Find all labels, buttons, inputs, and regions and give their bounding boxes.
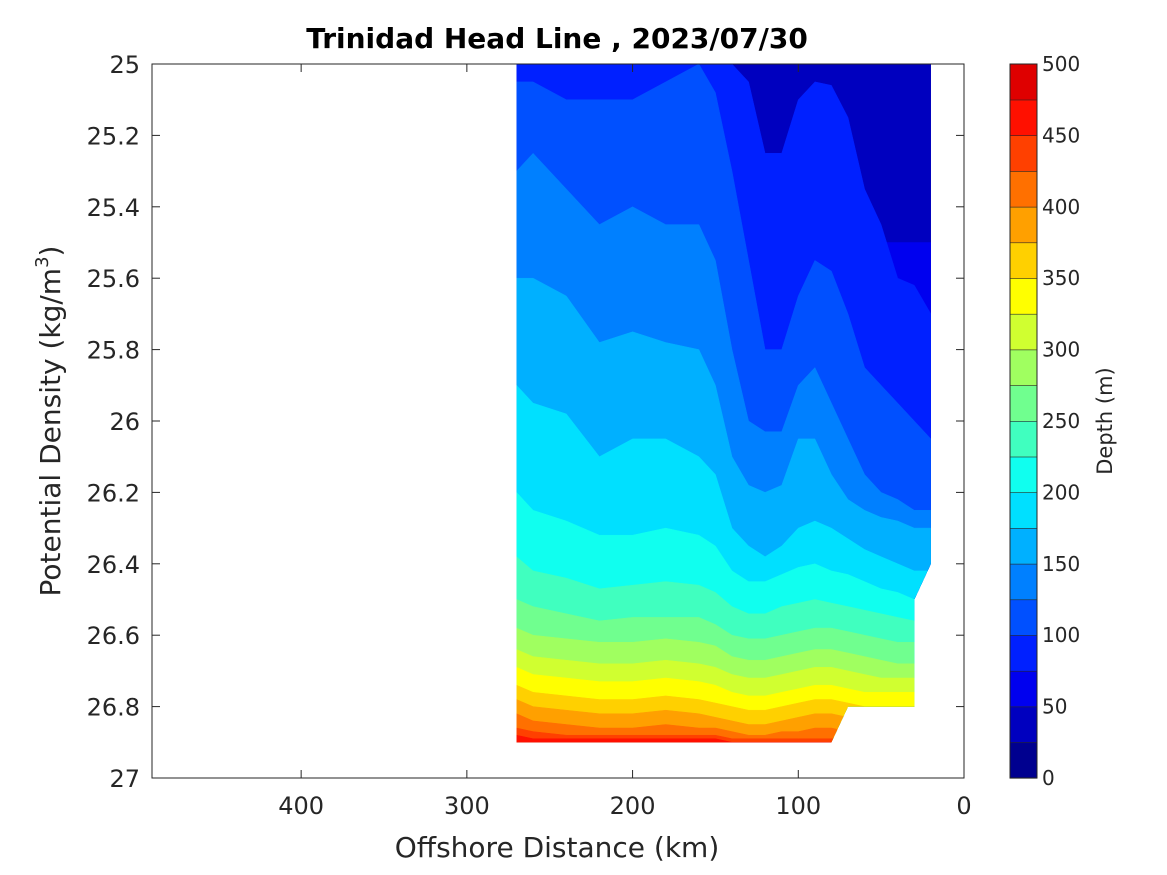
colorbar-tick-label: 400 xyxy=(1042,195,1080,219)
colorbar-tick-label: 450 xyxy=(1042,123,1080,147)
colorbar-tick-label: 300 xyxy=(1042,338,1080,362)
y-tick-label: 26.6 xyxy=(87,622,140,650)
y-axis-ticks: 25 25.2 25.4 25.6 25.8 26 26.2 26.4 26.6 26.8 27 xyxy=(87,51,964,793)
colorbar-frame xyxy=(1009,63,1038,779)
colorbar-swatch xyxy=(1009,492,1038,529)
colorbar-swatch xyxy=(1009,313,1038,351)
y-tick-label: 25.6 xyxy=(87,265,140,293)
y-tick-label: 27 xyxy=(109,765,140,793)
colorbar-tick-label: 250 xyxy=(1042,409,1080,433)
colorbar xyxy=(1009,63,1038,779)
y-tick-label: 25 xyxy=(109,51,140,79)
colorbar-swatch xyxy=(1009,99,1038,136)
colorbar-swatch xyxy=(1009,634,1038,672)
colorbar-tick-label: 0 xyxy=(1042,766,1055,790)
y-axis-label-text: Potential Density (kg/m xyxy=(34,268,67,597)
x-tick-label: 0 xyxy=(956,792,971,820)
colorbar-swatch xyxy=(1009,135,1038,172)
colorbar-swatch xyxy=(1009,170,1038,208)
y-tick-label: 25.8 xyxy=(87,337,140,365)
colorbar-tick-label: 500 xyxy=(1042,52,1080,76)
x-tick-label: 400 xyxy=(278,792,324,820)
colorbar-swatch xyxy=(1009,277,1038,315)
x-axis-label: Offshore Distance (km) xyxy=(395,831,720,864)
y-tick-label: 26.8 xyxy=(87,694,140,722)
x-tick-label: 100 xyxy=(775,792,821,820)
colorbar-swatch xyxy=(1009,349,1038,386)
colorbar-swatch xyxy=(1009,420,1038,458)
contour-band xyxy=(516,734,931,743)
colorbar-ticks: 0 50 100 150 200 250 300 350 400 450 500 xyxy=(1042,52,1080,790)
y-axis-label-superscript: 3 xyxy=(32,256,53,267)
colorbar-tick-label: 50 xyxy=(1042,695,1067,719)
colorbar-swatch xyxy=(1009,670,1038,708)
y-tick-label: 26 xyxy=(109,408,140,436)
y-tick-label: 25.4 xyxy=(87,194,140,222)
contour-bands xyxy=(516,64,931,743)
colorbar-tick-label: 100 xyxy=(1042,623,1080,647)
x-axis-ticks: 400 300 200 100 0 xyxy=(278,64,972,820)
y-axis-label-close: ) xyxy=(34,246,67,257)
colorbar-swatch xyxy=(1009,527,1038,565)
colorbar-swatch xyxy=(1009,599,1038,636)
colorbar-swatch xyxy=(1009,563,1038,601)
colorbar-swatch xyxy=(1009,741,1038,779)
colorbar-label: Depth (m) xyxy=(1093,367,1117,474)
x-tick-label: 200 xyxy=(610,792,656,820)
y-tick-label: 26.2 xyxy=(87,479,140,507)
colorbar-tick-label: 350 xyxy=(1042,266,1080,290)
colorbar-swatch xyxy=(1009,456,1038,494)
colorbar-swatch xyxy=(1009,206,1038,244)
colorbar-swatch xyxy=(1009,63,1038,101)
y-axis-label: Potential Density (kg/m3) xyxy=(32,246,67,597)
x-tick-label: 300 xyxy=(444,792,490,820)
chart-title: Trinidad Head Line , 2023/07/30 xyxy=(306,22,808,55)
colorbar-tick-label: 150 xyxy=(1042,552,1080,576)
y-tick-label: 26.4 xyxy=(87,551,140,579)
colorbar-swatch xyxy=(1009,384,1038,422)
colorbar-swatch xyxy=(1009,706,1038,743)
colorbar-swatch xyxy=(1009,242,1038,279)
y-tick-label: 25.2 xyxy=(87,122,140,150)
colorbar-tick-label: 200 xyxy=(1042,480,1080,504)
